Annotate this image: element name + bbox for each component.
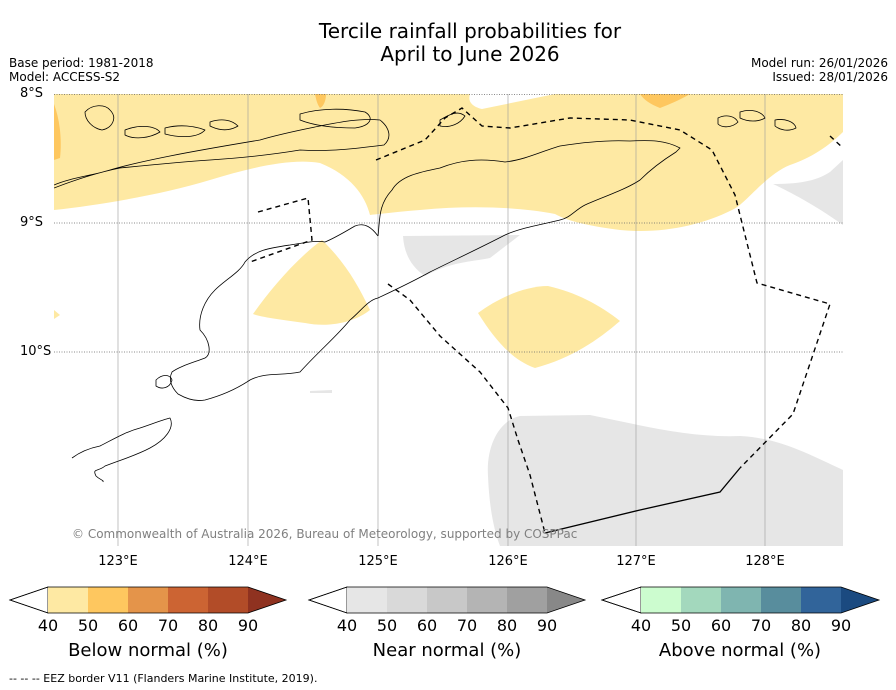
colorbar-above-normal-tick: 60 [710, 616, 732, 635]
coastline-alor-wetar [54, 119, 390, 189]
below-normal-region-inland [253, 240, 370, 325]
near-normal-region-small [310, 390, 332, 393]
map-title: Tercile rainfall probabilities for April… [0, 20, 896, 66]
colorbar-label-below-normal: Below normal (%) [68, 640, 228, 661]
parallels [54, 94, 843, 353]
colorbar-near-normal-tick: 70 [456, 616, 478, 635]
colorbar-above-normal-tick: 90 [830, 616, 852, 635]
below-normal-region-sea [478, 286, 620, 368]
colorbar-near-normal-tick: 50 [376, 616, 398, 635]
eez-border-enclave [249, 197, 313, 263]
colorbar-below-normal-tick: 70 [157, 616, 179, 635]
colorbar-label-above-normal: Above normal (%) [658, 640, 822, 661]
colorbar-below-normal-tick: 40 [37, 616, 59, 635]
colorbar-below-normal-tick: 60 [117, 616, 139, 635]
below-normal-50-patch-north [315, 94, 326, 108]
lon-label-123e: 123°E [98, 554, 138, 569]
lon-label-126e: 126°E [488, 554, 528, 569]
eez-border-south [387, 283, 546, 534]
coastline-timor-north [377, 140, 681, 299]
near-normal-region-south [487, 415, 843, 546]
colorbar-below-normal-tick: 80 [197, 616, 219, 635]
eez-border [249, 107, 843, 534]
below-normal-50-patch-west [54, 104, 61, 160]
colorbar-near-normal-tick: 40 [336, 616, 358, 635]
lon-label-128e: 128°E [745, 554, 785, 569]
colorbar-below-normal-tick: 50 [77, 616, 99, 635]
near-normal-region-central [403, 235, 520, 276]
eez-border-timor-sea [544, 467, 741, 534]
below-normal-region-north [54, 94, 843, 232]
lon-label-124e: 124°E [228, 554, 268, 569]
colorbar-below-normal-tick: 90 [237, 616, 259, 635]
coastline-small-island [155, 375, 173, 389]
below-normal-region-edge [54, 310, 60, 319]
colorbar-near-normal-tick: 60 [416, 616, 438, 635]
lon-label-125e: 125°E [358, 554, 398, 569]
eez-border-main [375, 107, 831, 469]
meridians [117, 94, 766, 546]
near-normal-region-east [773, 160, 843, 225]
below-normal-50-patch-northeast [640, 94, 690, 108]
colorbar-above-normal-tick: 80 [790, 616, 812, 635]
base-period-label: Base period: 1981-2018 [9, 56, 154, 70]
colorbar-above-normal-tick: 50 [670, 616, 692, 635]
colorbar-near-normal-tick: 80 [496, 616, 518, 635]
colorbar-above-normal-tick: 40 [630, 616, 652, 635]
lat-label-9s: 9°S [20, 215, 44, 230]
coastline-roti-semau [71, 417, 172, 483]
copyright-text: © Commonwealth of Australia 2026, Bureau… [72, 527, 577, 541]
coastline-islands-east [717, 110, 797, 131]
colorbar-label-near-normal: Near normal (%) [372, 640, 522, 661]
title-line-2: April to June 2026 [380, 42, 560, 66]
model-label: Model: ACCESS-S2 [9, 70, 121, 84]
eez-legend: -- -- -- EEZ border V11 (Flanders Marine… [9, 672, 318, 685]
lon-label-127e: 127°E [616, 554, 656, 569]
map-area: © Commonwealth of Australia 2026, Bureau… [54, 94, 843, 546]
lat-label-8s: 8°S [20, 86, 44, 101]
issued-label: Issued: 28/01/2026 [772, 70, 888, 84]
eez-border-north-east [829, 135, 843, 149]
lat-label-10s: 10°S [20, 344, 52, 359]
coastlines [54, 105, 797, 483]
colorbar-near-normal-tick: 90 [536, 616, 558, 635]
coastline-timor-south [170, 224, 379, 401]
coastline-islands-north [84, 105, 466, 139]
title-line-1: Tercile rainfall probabilities for [318, 19, 622, 43]
model-run-label: Model run: 26/01/2026 [750, 56, 888, 70]
colorbar-above-normal-tick: 70 [750, 616, 772, 635]
